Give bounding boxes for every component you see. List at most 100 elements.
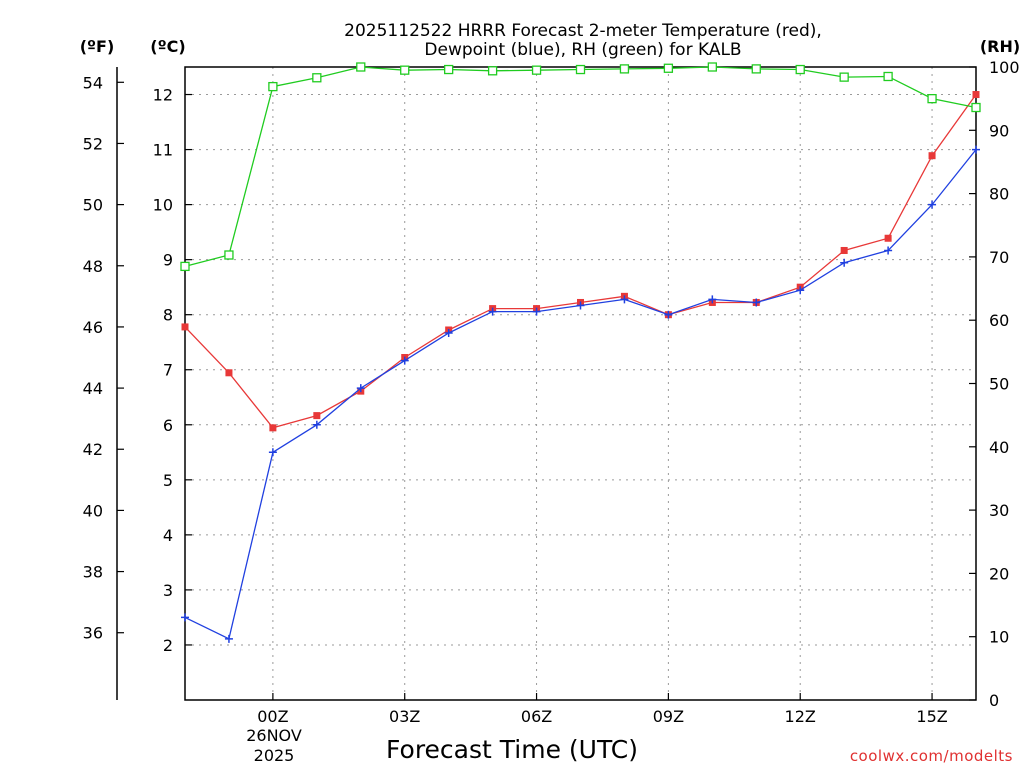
temperature-point — [269, 424, 277, 432]
rh-point — [575, 64, 586, 75]
temperature-point — [181, 323, 189, 331]
dewpoint-point — [972, 145, 980, 154]
rh-point — [312, 73, 322, 83]
time-axis-ticks: 00Z 03Z 06Z 09Z 12Z 15Z — [257, 693, 948, 726]
fahrenheit-tick-label: 40 — [83, 501, 103, 520]
rh-point — [795, 64, 805, 75]
rh-point — [400, 65, 410, 75]
celsius-axis-ticks: 2 3 4 5 6 7 8 9 10 11 12 — [153, 86, 192, 655]
rh-point — [224, 250, 234, 260]
fahrenheit-tick-label: 48 — [83, 257, 103, 276]
rh-point — [531, 65, 542, 75]
rh-tick-label: 90 — [989, 121, 1009, 140]
dewpoint-point — [444, 329, 453, 338]
time-tick-label: 06Z — [521, 707, 552, 726]
dewpoint-series — [181, 145, 980, 643]
date-label-year: 2025 — [254, 746, 295, 765]
rh-tick-label: 40 — [989, 438, 1009, 457]
fahrenheit-axis-ticks: 36 38 40 42 44 46 48 50 52 54 — [83, 73, 124, 643]
rh-point — [751, 64, 761, 74]
dewpoint-point — [532, 307, 541, 316]
rh-series — [180, 62, 981, 272]
rh-line — [184, 66, 977, 268]
temperature-point — [972, 91, 980, 99]
celsius-tick-label: 7 — [163, 361, 173, 380]
fahrenheit-tick-label: 42 — [83, 440, 103, 459]
rh-point — [356, 62, 366, 72]
dewpoint-point — [181, 613, 189, 622]
rh-point — [971, 102, 981, 113]
temperature-point — [928, 152, 936, 160]
source-credit: coolwx.com/modelts — [850, 747, 1013, 765]
rh-point — [487, 66, 498, 76]
fahrenheit-axis-label: (ºF) — [80, 37, 115, 56]
dewpoint-point — [664, 310, 673, 319]
rh-point — [707, 62, 717, 72]
fahrenheit-tick-label: 38 — [83, 563, 103, 582]
temperature-point — [313, 412, 321, 420]
celsius-tick-label: 3 — [163, 581, 173, 600]
dewpoint-point — [928, 200, 937, 209]
grid-lines — [185, 67, 976, 700]
rh-tick-label: 30 — [989, 501, 1009, 520]
dewpoint-point — [400, 356, 409, 365]
rh-point — [619, 64, 630, 74]
chart-title-line1: 2025112522 HRRR Forecast 2-meter Tempera… — [344, 21, 822, 41]
celsius-tick-label: 2 — [163, 636, 173, 655]
time-tick-label: 12Z — [785, 707, 816, 726]
dewpoint-point — [884, 246, 893, 255]
series-layer — [180, 62, 981, 643]
rh-tick-label: 0 — [989, 691, 999, 710]
temperature-point — [225, 369, 233, 377]
rh-tick-label: 100 — [989, 58, 1020, 77]
dewpoint-line — [184, 149, 977, 640]
temperature-series — [181, 91, 980, 432]
dewpoint-point — [268, 448, 277, 457]
dewpoint-point — [488, 307, 497, 316]
chart-title-line2: Dewpoint (blue), RH (green) for KALB — [424, 40, 741, 60]
fahrenheit-tick-label: 50 — [83, 196, 103, 215]
rh-point — [663, 63, 674, 73]
celsius-tick-label: 6 — [163, 416, 173, 435]
dewpoint-point — [708, 295, 717, 304]
dewpoint-point — [752, 298, 761, 307]
fahrenheit-tick-label: 36 — [83, 624, 103, 643]
date-label-day: 26NOV — [246, 726, 302, 745]
time-tick-label: 15Z — [916, 707, 947, 726]
rh-point — [180, 261, 190, 272]
rh-point — [268, 81, 278, 92]
celsius-tick-label: 8 — [163, 306, 173, 325]
x-axis-title: Forecast Time (UTC) — [386, 735, 638, 764]
temperature-line — [184, 94, 977, 429]
dewpoint-point — [796, 286, 805, 295]
fahrenheit-tick-label: 46 — [83, 318, 103, 337]
time-tick-label: 09Z — [653, 707, 684, 726]
rh-tick-label: 80 — [989, 185, 1009, 204]
rh-point — [883, 71, 893, 82]
rh-tick-label: 10 — [989, 628, 1009, 647]
celsius-tick-label: 9 — [163, 251, 173, 270]
rh-tick-label: 50 — [989, 375, 1009, 394]
dewpoint-point — [576, 301, 585, 310]
dewpoint-point — [840, 258, 849, 267]
rh-axis-ticks: 0 10 20 30 40 50 60 70 80 90 100 — [969, 58, 1020, 710]
celsius-tick-label: 10 — [153, 196, 173, 215]
dewpoint-point — [356, 384, 365, 393]
plot-frame — [184, 66, 977, 701]
dewpoint-point — [224, 634, 233, 643]
celsius-tick-label: 12 — [153, 86, 173, 105]
time-tick-label: 00Z — [257, 707, 288, 726]
rh-point — [444, 64, 454, 75]
celsius-tick-label: 4 — [163, 526, 173, 545]
rh-tick-label: 60 — [989, 311, 1009, 330]
fahrenheit-tick-label: 44 — [83, 379, 103, 398]
fahrenheit-tick-label: 52 — [83, 134, 103, 153]
rh-point — [927, 94, 937, 104]
rh-point — [839, 72, 849, 82]
dewpoint-point — [620, 295, 629, 304]
temperature-point — [884, 234, 892, 242]
celsius-tick-label: 5 — [163, 471, 173, 490]
celsius-tick-label: 11 — [153, 141, 173, 160]
fahrenheit-tick-label: 54 — [83, 73, 103, 92]
